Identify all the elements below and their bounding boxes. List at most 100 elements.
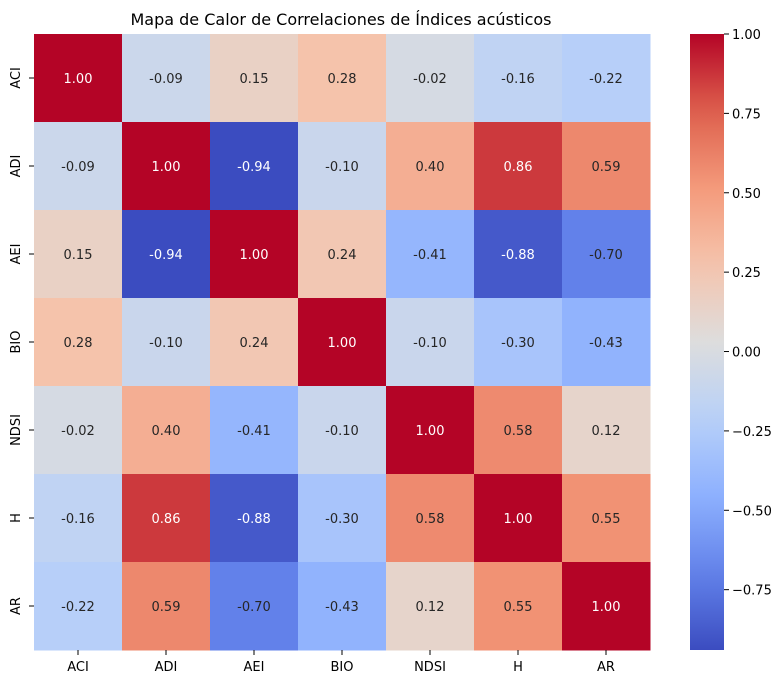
x-tick-label: AEI [244, 660, 265, 675]
cell-value-label: 0.40 [416, 160, 445, 175]
colorbar-tick-label: 0.00 [732, 346, 761, 361]
colorbar-tick-label: 1.00 [732, 28, 761, 43]
cell-value-label: -0.94 [149, 248, 183, 263]
cell-value-label: -0.10 [413, 336, 447, 351]
heatmap-cell-AEI-ADI [122, 210, 211, 299]
cell-value-label: 0.86 [504, 160, 533, 175]
cell-value-label: 1.00 [416, 424, 445, 439]
y-tick-label: H [9, 513, 24, 523]
heatmap-cell-BIO-ACI [34, 298, 123, 387]
y-tick-label: AEI [9, 244, 24, 265]
heatmap-cell-ACI-ADI [122, 34, 211, 123]
x-tick-label: H [513, 660, 523, 675]
cell-value-label: -0.43 [589, 336, 623, 351]
cell-value-label: -0.10 [325, 160, 359, 175]
heatmap-cell-AEI-AR [562, 210, 651, 299]
y-tick-label: ADI [9, 155, 24, 178]
y-axis: ACI ADI AEI BIO NDSI H AR [9, 67, 34, 615]
colorbar-tick-label: 0.25 [732, 266, 761, 281]
heatmap-cells: 1.00 -0.09 0.15 0.28 -0.02 -0.16 -0.22 -0.09 1.0… [34, 34, 651, 651]
cell-value-label: 0.24 [240, 336, 269, 351]
y-tick-label: ACI [9, 67, 24, 89]
cell-value-label: -0.30 [501, 336, 535, 351]
cell-value-label: 0.59 [592, 160, 621, 175]
heatmap-cell-BIO-H [474, 298, 563, 387]
cell-value-label: -0.43 [325, 600, 359, 615]
cell-value-label: 0.59 [152, 600, 181, 615]
cell-value-label: -0.41 [237, 424, 271, 439]
heatmap-cell-ACI-AEI [210, 34, 299, 123]
cell-value-label: -0.41 [413, 248, 447, 263]
heatmap-cell-BIO-AEI [210, 298, 299, 387]
heatmap-cell-BIO-ADI [122, 298, 211, 387]
heatmap-cell-NDSI-AR [562, 386, 651, 475]
heatmap-cell-NDSI-AEI [210, 386, 299, 475]
heatmap-cell-ADI-ADI [122, 122, 211, 211]
heatmap-cell-H-H [474, 474, 563, 563]
cell-value-label: -0.10 [149, 336, 183, 351]
cell-value-label: 1.00 [152, 160, 181, 175]
heatmap-cell-NDSI-NDSI [386, 386, 475, 475]
heatmap-cell-ACI-BIO [298, 34, 387, 123]
y-tick-label: BIO [9, 331, 24, 354]
cell-value-label: 0.12 [592, 424, 621, 439]
cell-value-label: 0.55 [504, 600, 533, 615]
heatmap-cell-AR-H [474, 562, 563, 651]
colorbar-tick-label: 0.75 [732, 107, 761, 122]
cell-value-label: -0.22 [589, 72, 623, 87]
heatmap-cell-BIO-NDSI [386, 298, 475, 387]
heatmap-cell-NDSI-ADI [122, 386, 211, 475]
cell-value-label: 0.58 [504, 424, 533, 439]
cell-value-label: -0.02 [413, 72, 447, 87]
cell-value-label: 1.00 [64, 72, 93, 87]
heatmap-cell-AR-BIO [298, 562, 387, 651]
cell-value-label: 0.28 [328, 72, 357, 87]
colorbar-tick-label: −0.75 [732, 584, 772, 599]
cell-value-label: 0.28 [64, 336, 93, 351]
cell-value-label: 0.86 [152, 512, 181, 527]
heatmap-cell-AEI-ACI [34, 210, 123, 299]
heatmap-cell-NDSI-BIO [298, 386, 387, 475]
x-axis: ACI ADI AEI BIO NDSI H AR [67, 650, 615, 675]
cell-value-label: -0.09 [61, 160, 95, 175]
heatmap-cell-BIO-AR [562, 298, 651, 387]
colorbar-tick-label: 0.50 [732, 187, 761, 202]
cell-value-label: -0.88 [237, 512, 271, 527]
heatmap-cell-ACI-H [474, 34, 563, 123]
heatmap-cell-ACI-NDSI [386, 34, 475, 123]
cell-value-label: 0.15 [240, 72, 269, 87]
cell-value-label: -0.09 [149, 72, 183, 87]
cell-value-label: -0.94 [237, 160, 271, 175]
heatmap-cell-H-BIO [298, 474, 387, 563]
cell-value-label: 0.40 [152, 424, 181, 439]
heatmap-cell-ADI-ACI [34, 122, 123, 211]
heatmap-cell-ADI-NDSI [386, 122, 475, 211]
x-tick-label: NDSI [414, 660, 446, 675]
heatmap-cell-NDSI-ACI [34, 386, 123, 475]
heatmap-cell-ACI-AR [562, 34, 651, 123]
heatmap-cell-AEI-NDSI [386, 210, 475, 299]
colorbar: 1.00 0.75 0.50 0.25 0.00 −0.25 −0.50 −0.75 [690, 28, 772, 650]
y-tick-label: AR [9, 597, 24, 615]
x-tick-label: ACI [67, 660, 89, 675]
heatmap-cell-ADI-H [474, 122, 563, 211]
heatmap-cell-NDSI-H [474, 386, 563, 475]
cell-value-label: -0.02 [61, 424, 95, 439]
cell-value-label: 0.55 [592, 512, 621, 527]
heatmap-cell-AEI-BIO [298, 210, 387, 299]
x-tick-label: ADI [155, 660, 178, 675]
heatmap-cell-ADI-AEI [210, 122, 299, 211]
cell-value-label: 0.15 [64, 248, 93, 263]
cell-value-label: -0.22 [61, 600, 95, 615]
heatmap-cell-AEI-AEI [210, 210, 299, 299]
heatmap-cell-AR-ACI [34, 562, 123, 651]
heatmap-cell-H-AEI [210, 474, 299, 563]
colorbar-gradient [690, 34, 724, 650]
heatmap-cell-H-AR [562, 474, 651, 563]
x-tick-label: AR [597, 660, 615, 675]
cell-value-label: 0.12 [416, 600, 445, 615]
cell-value-label: -0.70 [237, 600, 271, 615]
heatmap-cell-AR-AEI [210, 562, 299, 651]
cell-value-label: 1.00 [240, 248, 269, 263]
cell-value-label: -0.70 [589, 248, 623, 263]
